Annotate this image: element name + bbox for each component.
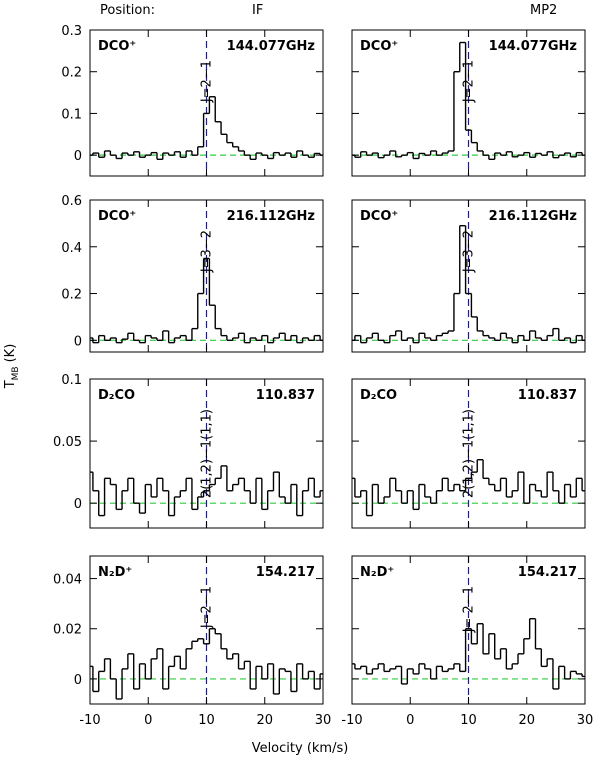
molecule-label: DCO⁺: [360, 39, 398, 54]
molecule-label: DCO⁺: [98, 39, 136, 54]
y-tick-label: 0.02: [53, 623, 82, 638]
frequency-label: 154.217: [518, 565, 577, 580]
y-tick-label: 0.3: [61, 24, 82, 39]
column-title: IF: [252, 3, 263, 18]
panel: DCO⁺ 216.112GHz J=3−2: [351, 199, 586, 353]
molecule-label: N₂D⁺: [360, 565, 394, 580]
x-tick-label: 30: [315, 713, 332, 728]
y-label-main: T: [3, 380, 18, 389]
y-tick-label: 0: [74, 673, 82, 688]
transition-label: 2(1,2)−1(1,1): [462, 409, 477, 498]
x-axis-label: Velocity (km/s): [252, 741, 349, 756]
frequency-label: 144.077GHz: [489, 39, 577, 54]
column-title: MP2: [530, 3, 557, 18]
x-tick-label: 20: [518, 713, 535, 728]
molecule-label: N₂D⁺: [98, 565, 132, 580]
transition-label: J=2−1: [462, 60, 477, 103]
y-label-sub: MB: [11, 366, 21, 380]
panel: 0 0.1 0.2 0.3 DCO⁺ 144.077GHz J=2−1: [61, 24, 324, 177]
frequency-label: 110.837: [256, 388, 315, 403]
molecule-label: DCO⁺: [360, 209, 398, 224]
y-tick-label: 0.05: [53, 435, 82, 450]
y-label-unit: (K): [3, 344, 18, 363]
panel: D₂CO 110.837 2(1,2)−1(1,1): [351, 378, 586, 529]
transition-label: J= 2−1: [462, 586, 477, 633]
x-tick-label: 10: [198, 713, 215, 728]
y-tick-label: 0.04: [53, 573, 82, 588]
y-tick-label: 0: [74, 149, 82, 164]
transition-label: J=3−2: [462, 230, 477, 273]
x-tick-label: 10: [460, 713, 477, 728]
panel: 0 0.05 0.1 D₂CO 110.837 2(1,2)−1(1,1): [53, 373, 324, 529]
molecule-label: D₂CO: [98, 388, 135, 403]
position-label: Position:: [100, 3, 155, 18]
y-axis-label: TMB (K): [3, 344, 21, 390]
frequency-label: 216.112GHz: [489, 209, 577, 224]
y-tick-label: 0: [74, 334, 82, 349]
x-tick-label: -10: [79, 713, 100, 728]
frequency-label: 110.837: [518, 388, 577, 403]
y-tick-label: 0.6: [61, 194, 82, 209]
panel: DCO⁺ 144.077GHz J=2−1: [351, 29, 586, 177]
x-tick-label: 0: [406, 713, 414, 728]
y-tick-label: 0.4: [61, 241, 82, 256]
x-tick-label: 20: [256, 713, 273, 728]
molecule-label: DCO⁺: [98, 209, 136, 224]
y-tick-label: 0.1: [61, 107, 82, 122]
x-tick-label: -10: [341, 713, 362, 728]
x-tick-label: 0: [144, 713, 152, 728]
y-tick-label: 0.1: [61, 373, 82, 388]
panel: -10 0 10 20 30 N₂D⁺ 154.217 J= 2−1: [341, 555, 594, 728]
frequency-label: 216.112GHz: [227, 209, 315, 224]
transition-label: J=2−1: [200, 586, 215, 629]
transition-label: J=3−2: [200, 230, 215, 273]
molecule-label: D₂CO: [360, 388, 397, 403]
y-tick-label: 0.2: [61, 288, 82, 303]
y-tick-label: 0.2: [61, 66, 82, 81]
transition-label: J=2−1: [200, 60, 215, 103]
x-tick-label: 30: [577, 713, 594, 728]
transition-label: 2(1,2)−1(1,1): [200, 409, 215, 498]
panel: -10 0 10 20 30 0 0.02 0.04 N₂D⁺ 154.217 J=2−1: [53, 555, 332, 728]
panel: 0 0.2 0.4 0.6 DCO⁺ 216.112GHz J=3−2: [61, 194, 324, 353]
frequency-label: 154.217: [256, 565, 315, 580]
frequency-label: 144.077GHz: [227, 39, 315, 54]
y-tick-label: 0: [74, 497, 82, 512]
